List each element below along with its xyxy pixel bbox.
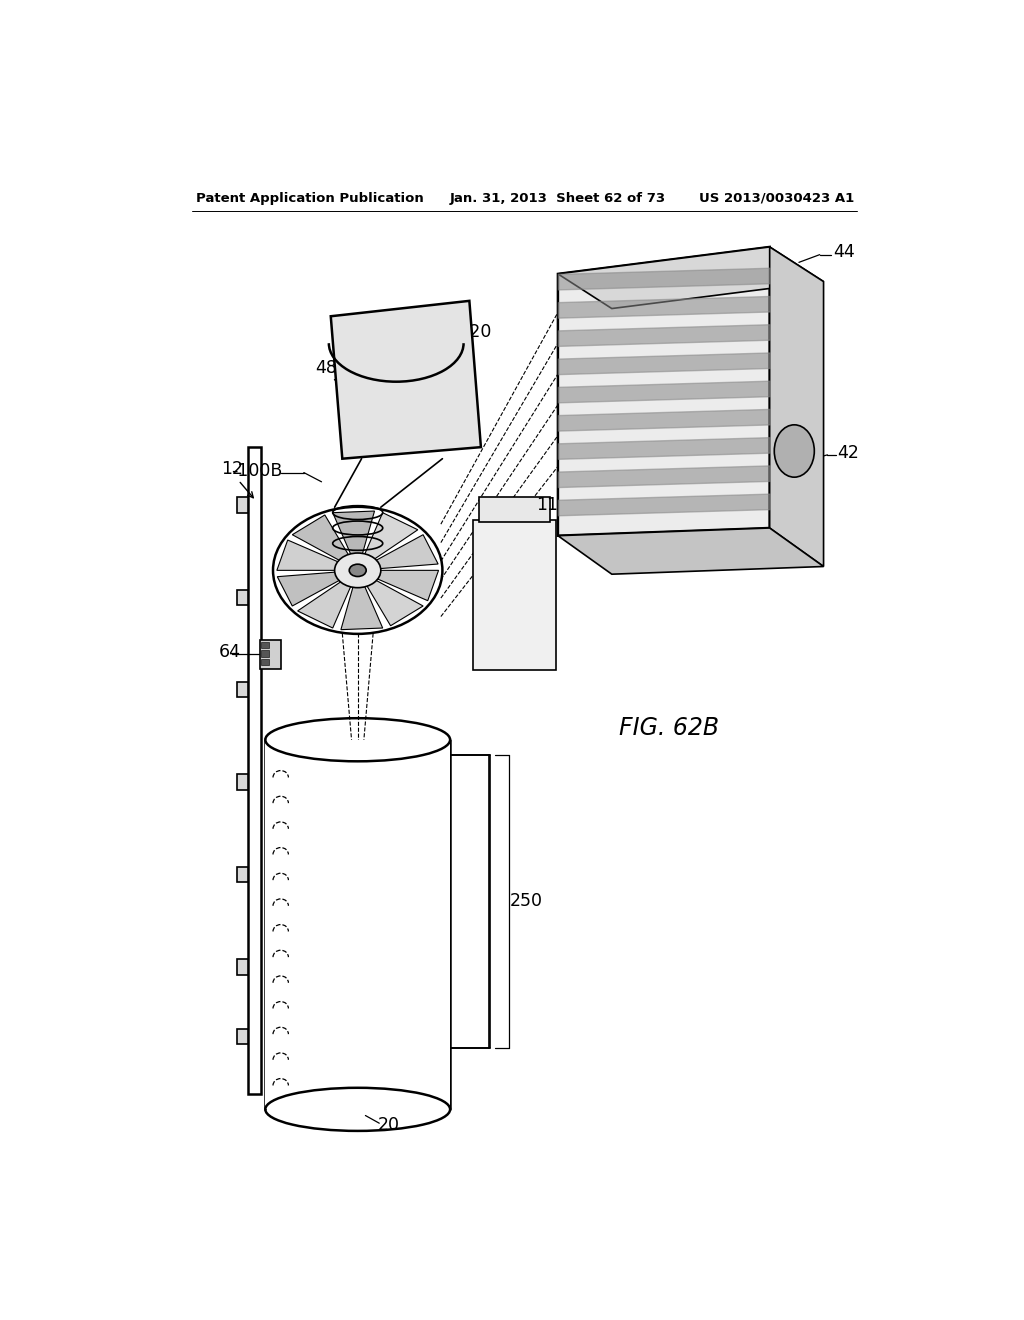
Polygon shape	[558, 247, 823, 309]
Polygon shape	[341, 586, 383, 630]
Bar	[261, 651, 269, 656]
Text: 44: 44	[833, 243, 855, 261]
Text: 20: 20	[378, 1115, 399, 1134]
Bar	[261, 659, 269, 665]
Bar	[479, 498, 550, 521]
Bar	[260, 640, 282, 669]
Text: 64: 64	[219, 643, 241, 661]
Text: Patent Application Publication: Patent Application Publication	[196, 191, 424, 205]
Bar	[265, 739, 451, 1109]
Bar	[473, 520, 556, 671]
Polygon shape	[365, 512, 418, 560]
Text: -120: -120	[452, 322, 492, 341]
Text: 112: 112	[537, 496, 569, 513]
Bar	[248, 447, 261, 1094]
Bar	[261, 642, 269, 648]
Polygon shape	[276, 540, 339, 570]
Text: 42: 42	[838, 444, 859, 462]
Polygon shape	[558, 247, 770, 536]
Bar	[237, 960, 248, 974]
Text: -100B: -100B	[230, 462, 282, 480]
Polygon shape	[298, 581, 351, 628]
Text: 250: 250	[510, 892, 543, 911]
Ellipse shape	[349, 564, 367, 577]
Polygon shape	[558, 528, 823, 574]
Polygon shape	[333, 511, 375, 554]
Bar	[237, 682, 248, 697]
Text: 48: 48	[315, 359, 337, 376]
Polygon shape	[292, 515, 349, 561]
Ellipse shape	[774, 425, 814, 477]
Polygon shape	[278, 572, 340, 606]
Polygon shape	[367, 579, 423, 626]
Text: FIG. 62B: FIG. 62B	[620, 717, 720, 741]
Polygon shape	[375, 535, 438, 569]
Text: 12: 12	[221, 461, 244, 478]
Bar	[237, 498, 248, 512]
Bar	[237, 775, 248, 789]
Polygon shape	[377, 570, 438, 601]
Text: US 2013/0030423 A1: US 2013/0030423 A1	[699, 191, 854, 205]
Bar	[237, 1028, 248, 1044]
Text: Jan. 31, 2013  Sheet 62 of 73: Jan. 31, 2013 Sheet 62 of 73	[451, 191, 667, 205]
Polygon shape	[770, 247, 823, 566]
Polygon shape	[331, 301, 481, 459]
Bar	[237, 867, 248, 882]
Bar	[237, 590, 248, 605]
Ellipse shape	[335, 553, 381, 587]
